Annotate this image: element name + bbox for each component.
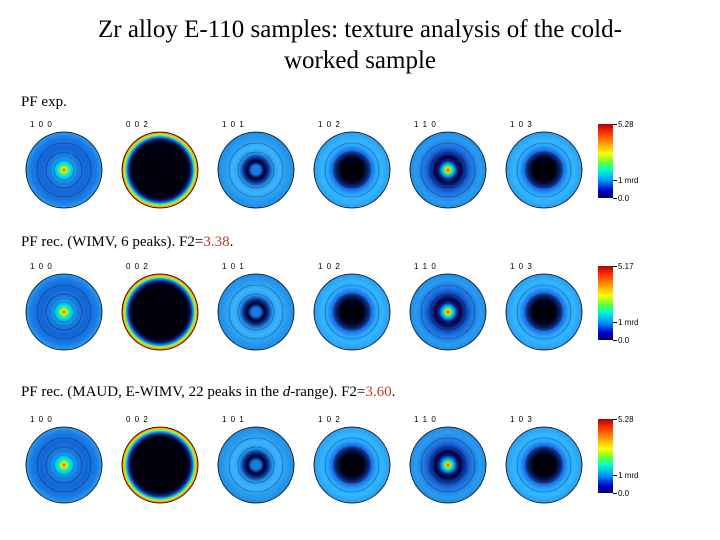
colorbar-label-mid: 1 mrd — [618, 176, 639, 185]
pole-figure: 1 0 0 — [20, 120, 116, 210]
colorbar-tick — [613, 493, 617, 494]
colorbar-gradient — [598, 124, 613, 198]
pole-figure-row-wimv: 1 0 0 0 0 2 1 0 1 1 0 2 1 1 0 1 0 3 5.17 1 mrd 0… — [20, 262, 660, 352]
pole-figure: 1 0 2 — [308, 120, 404, 210]
pole-label: 1 0 1 — [222, 262, 245, 271]
colorbar: 5.28 1 mrd 0.0 — [598, 120, 646, 210]
f2-value: 3.38 — [203, 234, 230, 250]
pole-figure-disk — [505, 131, 583, 209]
colorbar-tick — [613, 419, 617, 420]
pole-label: 1 0 3 — [510, 120, 533, 129]
colorbar-label-mid: 1 mrd — [618, 471, 639, 480]
pole-figure: 1 0 3 — [500, 415, 596, 505]
pole-figure: 1 0 3 — [500, 262, 596, 352]
caption-d-italic: d — [282, 384, 291, 400]
caption-end: . — [391, 384, 396, 400]
pole-label: 1 0 0 — [30, 262, 53, 271]
pole-figure-disk — [505, 273, 583, 351]
pole-label: 1 1 0 — [414, 415, 437, 424]
pole-figure-disk — [313, 131, 391, 209]
colorbar-label-max: 5.28 — [618, 415, 634, 424]
pole-label: 1 0 2 — [318, 120, 341, 129]
caption-pf-maud: PF rec. (MAUD, E-WIMV, 22 peaks in the d… — [21, 383, 395, 401]
colorbar-label-min: 0.0 — [618, 194, 630, 203]
pole-figure: 1 0 2 — [308, 415, 404, 505]
caption-end: . — [229, 234, 234, 250]
pole-label: 1 1 0 — [414, 120, 437, 129]
caption-text: PF rec. (WIMV, 6 peaks). F2= — [21, 234, 204, 250]
pole-label: 0 0 2 — [126, 120, 149, 129]
pole-figure-disk — [217, 426, 295, 504]
colorbar-tick — [613, 475, 617, 476]
caption-pf-exp: PF exp. — [21, 93, 67, 111]
pole-figure-disk — [409, 131, 487, 209]
pole-figure: 1 0 0 — [20, 262, 116, 352]
pole-figure-disk — [313, 273, 391, 351]
colorbar: 5.17 1 mrd 0.0 — [598, 262, 646, 352]
slide-title: Zr alloy E-110 samples: texture analysis… — [40, 14, 680, 76]
caption-pf-wimv: PF rec. (WIMV, 6 peaks). F2=3.38. — [21, 233, 233, 251]
pole-figure: 1 0 1 — [212, 120, 308, 210]
pole-figure-disk — [313, 426, 391, 504]
caption-text: PF exp. — [21, 94, 67, 110]
pole-figure-disk — [121, 273, 199, 351]
pole-figure: 1 0 1 — [212, 262, 308, 352]
colorbar-tick — [613, 124, 617, 125]
pole-figure-disk — [505, 426, 583, 504]
pole-figure: 0 0 2 — [116, 262, 212, 352]
pole-label: 0 0 2 — [126, 262, 149, 271]
pole-figure-disk — [409, 273, 487, 351]
pole-label: 1 0 3 — [510, 262, 533, 271]
colorbar-label-max: 5.28 — [618, 120, 634, 129]
colorbar-tick — [613, 266, 617, 267]
pole-figure-row-exp: 1 0 0 0 0 2 1 0 1 1 0 2 1 1 0 1 0 3 5.28 1 mrd 0… — [20, 120, 660, 210]
pole-figure: 1 0 0 — [20, 415, 116, 505]
pole-label: 1 0 1 — [222, 415, 245, 424]
pole-figure: 1 0 3 — [500, 120, 596, 210]
pole-label: 1 0 2 — [318, 262, 341, 271]
pole-label: 0 0 2 — [126, 415, 149, 424]
f2-value: 3.60 — [365, 384, 392, 400]
pole-figure: 1 0 2 — [308, 262, 404, 352]
caption-post: -range). F2= — [290, 384, 366, 400]
caption-pre: PF rec. (MAUD, E-WIMV, 22 peaks in the — [21, 384, 283, 400]
title-line-1: Zr alloy E-110 samples: texture analysis… — [98, 16, 622, 43]
pole-label: 1 0 3 — [510, 415, 533, 424]
pole-figure-disk — [217, 273, 295, 351]
colorbar-label-min: 0.0 — [618, 336, 630, 345]
colorbar-label-min: 0.0 — [618, 489, 630, 498]
pole-label: 1 0 1 — [222, 120, 245, 129]
colorbar-gradient — [598, 419, 613, 493]
pole-figure: 1 1 0 — [404, 120, 500, 210]
colorbar: 5.28 1 mrd 0.0 — [598, 415, 646, 505]
colorbar-label-max: 5.17 — [618, 262, 634, 271]
pole-figure: 0 0 2 — [116, 120, 212, 210]
colorbar-tick — [613, 340, 617, 341]
pole-figure-disk — [121, 426, 199, 504]
pole-figure: 1 1 0 — [404, 262, 500, 352]
colorbar-tick — [613, 322, 617, 323]
pole-figure-disk — [25, 131, 103, 209]
pole-figure: 0 0 2 — [116, 415, 212, 505]
pole-figure-disk — [409, 426, 487, 504]
pole-figure-row-maud: 1 0 0 0 0 2 1 0 1 1 0 2 1 1 0 1 0 3 5.28 1 mrd 0… — [20, 415, 660, 505]
pole-figure-disk — [121, 131, 199, 209]
pole-figure: 1 1 0 — [404, 415, 500, 505]
pole-figure-disk — [25, 273, 103, 351]
title-line-2: worked sample — [283, 47, 437, 74]
pole-label: 1 1 0 — [414, 262, 437, 271]
colorbar-label-mid: 1 mrd — [618, 318, 639, 327]
pole-label: 1 0 0 — [30, 415, 53, 424]
colorbar-gradient — [598, 266, 613, 340]
pole-figure-disk — [217, 131, 295, 209]
pole-label: 1 0 2 — [318, 415, 341, 424]
colorbar-tick — [613, 198, 617, 199]
pole-label: 1 0 0 — [30, 120, 53, 129]
pole-figure: 1 0 1 — [212, 415, 308, 505]
colorbar-tick — [613, 180, 617, 181]
pole-figure-disk — [25, 426, 103, 504]
